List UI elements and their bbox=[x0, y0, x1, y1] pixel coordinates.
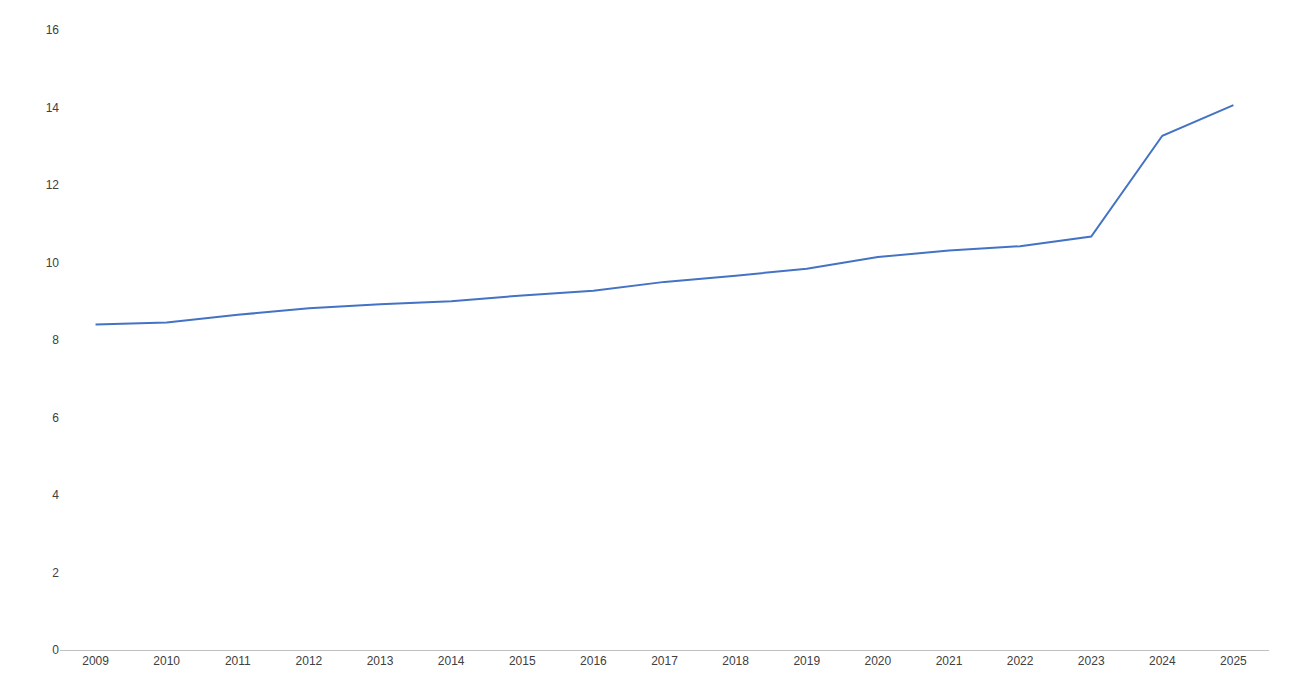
svg-text:2015: 2015 bbox=[509, 654, 536, 668]
svg-text:16: 16 bbox=[46, 23, 60, 37]
svg-text:2017: 2017 bbox=[651, 654, 678, 668]
svg-text:8: 8 bbox=[52, 333, 59, 347]
svg-text:2009: 2009 bbox=[82, 654, 109, 668]
svg-text:2020: 2020 bbox=[864, 654, 891, 668]
svg-text:10: 10 bbox=[46, 256, 60, 270]
svg-text:2016: 2016 bbox=[580, 654, 607, 668]
svg-text:12: 12 bbox=[46, 178, 60, 192]
svg-text:2025: 2025 bbox=[1220, 654, 1247, 668]
svg-text:2: 2 bbox=[52, 566, 59, 580]
svg-text:2014: 2014 bbox=[438, 654, 465, 668]
svg-text:2021: 2021 bbox=[936, 654, 963, 668]
svg-text:2010: 2010 bbox=[153, 654, 180, 668]
svg-text:2024: 2024 bbox=[1149, 654, 1176, 668]
svg-text:0: 0 bbox=[52, 643, 59, 657]
svg-text:2018: 2018 bbox=[722, 654, 749, 668]
svg-text:2013: 2013 bbox=[367, 654, 394, 668]
svg-text:6: 6 bbox=[52, 411, 59, 425]
svg-text:14: 14 bbox=[46, 101, 60, 115]
svg-text:2019: 2019 bbox=[793, 654, 820, 668]
svg-text:2022: 2022 bbox=[1007, 654, 1034, 668]
svg-text:2012: 2012 bbox=[296, 654, 323, 668]
svg-text:2023: 2023 bbox=[1078, 654, 1105, 668]
svg-text:4: 4 bbox=[52, 488, 59, 502]
svg-text:2011: 2011 bbox=[225, 654, 251, 668]
